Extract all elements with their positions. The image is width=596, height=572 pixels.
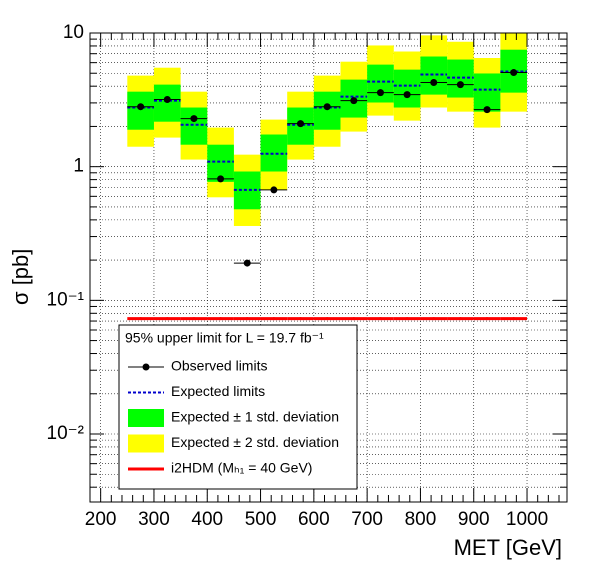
- y-tick-label: 10⁻²: [47, 423, 85, 444]
- observed-point: [323, 103, 331, 111]
- legend-swatch: [128, 434, 164, 453]
- plot-area: [127, 33, 528, 321]
- x-tick-label: 600: [298, 509, 330, 530]
- model-marker: [272, 317, 276, 321]
- x-tick-label: 300: [138, 509, 170, 530]
- legend: Observed limits Expected limits Expected ±…: [128, 358, 339, 476]
- band: [393, 69, 421, 108]
- legend-swatch: [142, 363, 150, 371]
- legend-label: i2HDM (Mₕ₁ = 40 GeV): [171, 460, 312, 476]
- band: [180, 107, 208, 145]
- observed-point: [217, 175, 225, 183]
- legend-label: Observed limits: [171, 358, 267, 374]
- band: [313, 91, 341, 130]
- band: [367, 64, 394, 103]
- legend-box: [118, 324, 358, 490]
- observed-point: [270, 186, 278, 194]
- legend-title: 95% upper limit for L = 19.7 fb⁻¹: [125, 330, 324, 346]
- observed-point: [430, 79, 438, 87]
- model-marker: [165, 317, 169, 321]
- observed-point: [163, 96, 171, 104]
- observed-point: [376, 89, 384, 97]
- x-tick-label: 200: [85, 509, 117, 530]
- model-marker: [512, 317, 516, 321]
- model-marker: [219, 317, 223, 321]
- model-marker: [458, 317, 462, 321]
- legend-label: Expected limits: [171, 383, 265, 399]
- x-tick-label: 1000: [506, 509, 548, 530]
- x-tick-label: 900: [458, 509, 490, 530]
- x-axis-label: MET [GeV]: [454, 535, 562, 560]
- frame: [89, 32, 568, 503]
- observed-point: [510, 69, 518, 77]
- model-marker: [299, 317, 303, 321]
- model-marker: [139, 317, 143, 321]
- observed-point: [350, 97, 358, 105]
- observed-point: [403, 91, 411, 99]
- y-tick-label: 10: [63, 22, 84, 43]
- legend-swatch: [128, 409, 164, 427]
- x-tick-label: 800: [405, 509, 437, 530]
- model-marker: [405, 317, 409, 321]
- x-tick-label: 500: [245, 509, 277, 530]
- y-axis-label: σ [pb]: [8, 249, 33, 305]
- model-marker: [245, 317, 249, 321]
- model-marker: [485, 317, 489, 321]
- legend-label: Expected ± 2 std. deviation: [171, 434, 339, 450]
- band: [420, 56, 448, 95]
- model-marker: [378, 317, 382, 321]
- model-marker: [325, 317, 329, 321]
- model-marker: [352, 317, 356, 321]
- observed-point: [137, 103, 145, 111]
- band: [127, 91, 154, 130]
- x-tick-label: 700: [351, 509, 383, 530]
- observed-point: [297, 120, 305, 128]
- y-tick-label: 10⁻¹: [47, 289, 85, 310]
- y-tick-label: 1: [73, 156, 84, 177]
- observed-point: [456, 81, 464, 89]
- x-tick-label: 400: [191, 509, 223, 530]
- model-marker: [192, 317, 196, 321]
- band: [153, 84, 181, 122]
- axes: 10⁻² 10⁻¹ 1 10 200 300 400 500 600 700 800 900 1000: [47, 22, 567, 530]
- observed-point: [243, 259, 251, 267]
- model-marker: [432, 317, 436, 321]
- observed-point: [483, 106, 491, 114]
- observed-point: [190, 115, 198, 123]
- band: [473, 73, 501, 112]
- legend-label: Expected ± 1 std. deviation: [171, 409, 339, 425]
